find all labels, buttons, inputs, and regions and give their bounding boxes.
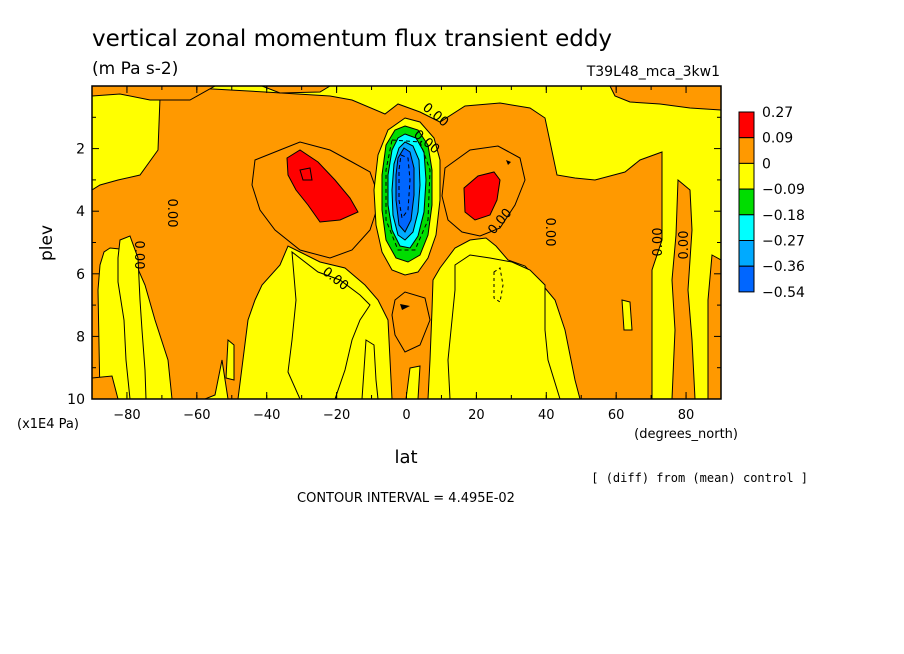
- chart-title: vertical zonal momentum flux transient e…: [92, 26, 612, 52]
- legend-swatch: [738, 137, 755, 164]
- yellow-hole-lower-center-left: [287, 250, 371, 399]
- small-negative-marker: [400, 304, 410, 310]
- legend-level-label: 0.09: [762, 131, 793, 147]
- central-negative-region: [373, 117, 441, 276]
- red-region-south: [286, 149, 359, 223]
- orange-region-top-left: [92, 86, 217, 101]
- x-tick-label: −80: [113, 408, 140, 423]
- legend-level-label: −0.18: [762, 208, 805, 224]
- y-tick-label: 10: [67, 392, 85, 408]
- small-negative-marker-2: [506, 160, 511, 165]
- contour-label: 0.00: [131, 241, 146, 270]
- x-tick-label: 20: [468, 408, 485, 423]
- contour-label: 0.00: [677, 231, 692, 260]
- yellow-hole-small-right: [621, 299, 633, 331]
- legend-level-label: −0.36: [762, 259, 805, 275]
- legend-swatch: [738, 214, 755, 242]
- chart-subtitle: (m Pa s-2): [92, 59, 178, 79]
- run-label: T39L48_mca_3kw1: [586, 64, 720, 80]
- positive-contour-lines: [251, 141, 526, 353]
- x-tick-label: 80: [678, 408, 695, 423]
- yellow-hole-center-small: [405, 365, 421, 399]
- orange-region-top-right: [609, 86, 721, 111]
- x-tick-label: 60: [608, 408, 625, 423]
- contour-label: 0.00: [651, 228, 666, 257]
- contour-interval-label: CONTOUR INTERVAL = 4.495E-02: [297, 491, 515, 506]
- y-tick-label: 2: [76, 142, 85, 158]
- legend-level-label: −0.54: [762, 285, 805, 301]
- y-tick-label: 8: [76, 329, 85, 345]
- y-tick-label: 6: [76, 267, 85, 283]
- y-axis-label: plev: [37, 225, 57, 261]
- diff-note: [ (diff) from (mean) control ]: [591, 471, 808, 485]
- x-units-label: (degrees_north): [634, 427, 738, 442]
- x-axis-label: lat: [394, 447, 417, 468]
- yellow-hole-lower-center: [361, 339, 379, 399]
- yellow-hole-lower-right: [447, 254, 561, 399]
- y-units-label: (x1E4 Pa): [17, 417, 79, 432]
- orange-region-far-right: [707, 254, 721, 399]
- orange-region-right-column: [671, 178, 696, 399]
- legend-swatch: [738, 162, 755, 190]
- y-tick-label: 4: [76, 204, 85, 220]
- yellow-hole-left: [117, 235, 147, 399]
- legend-level-label: 0.27: [762, 105, 793, 121]
- legend-level-label: −0.27: [762, 234, 805, 250]
- legend-swatch: [738, 265, 755, 293]
- x-tick-label: −60: [183, 408, 210, 423]
- x-tick-label: 40: [538, 408, 555, 423]
- x-tick-label: −40: [253, 408, 280, 423]
- legend-swatch: [738, 188, 755, 216]
- orange-region-lower-left: [92, 375, 119, 399]
- red-region-north: [463, 171, 501, 221]
- x-tick-label: 0: [402, 408, 410, 423]
- dashed-negative-feature: [493, 267, 504, 303]
- contour-label: 0.00: [542, 218, 557, 247]
- legend-level-label: 0: [762, 156, 771, 172]
- x-tick-label: −20: [323, 408, 350, 423]
- plot-area: 0.000.000.000.000.000.00 0.00 0.00 0.00: [91, 85, 722, 400]
- legend-level-label: −0.09: [762, 182, 805, 198]
- legend-swatch: [738, 111, 755, 139]
- yellow-hole-small-left: [225, 338, 235, 381]
- legend-swatch: [738, 240, 755, 267]
- color-legend: 0.27 0.09 0 −0.09 −0.18 −0.27 −0.36 −0.54: [738, 105, 805, 301]
- y-axis: 2 4 6 8 10: [67, 116, 721, 408]
- orange-region-top-center: [261, 86, 331, 94]
- x-axis: −80 −60 −40 −20 0 20 40 60 80: [91, 86, 722, 423]
- contour-label: 0.00: [164, 199, 179, 228]
